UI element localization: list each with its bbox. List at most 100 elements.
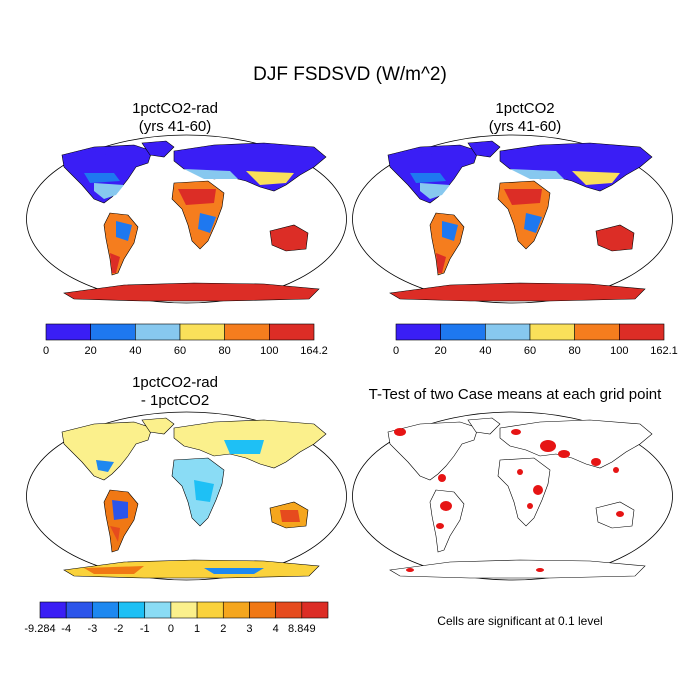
colorbar-swatch bbox=[485, 323, 531, 341]
significant-cell bbox=[540, 440, 556, 452]
significant-cell bbox=[394, 428, 406, 436]
continent-antarctica bbox=[389, 559, 646, 579]
colorbar-swatch bbox=[39, 601, 67, 619]
colorbar-tick-label: 0 bbox=[43, 345, 49, 357]
continent-southAmerica bbox=[429, 489, 465, 553]
continent-australia bbox=[269, 224, 309, 252]
colorbar-tick-label: 8.849 bbox=[288, 623, 316, 635]
colorbar-tick-label: 1 bbox=[194, 623, 200, 635]
continent-antarctica bbox=[63, 282, 320, 302]
colorbar-tick-label: 2 bbox=[220, 623, 226, 635]
anomaly-region bbox=[280, 510, 300, 522]
map-panel-1pctco2-rad bbox=[26, 134, 347, 304]
colorbar-tick-label: 4 bbox=[273, 623, 279, 635]
map-panel-1pctco2 bbox=[352, 134, 673, 304]
significant-cell bbox=[436, 523, 444, 529]
map-panel-difference bbox=[26, 411, 347, 581]
colorbar-swatch bbox=[65, 601, 93, 619]
colorbar-swatch bbox=[269, 323, 315, 341]
significant-cell bbox=[527, 503, 533, 509]
shading-region bbox=[504, 189, 542, 205]
colorbar-1pctco2-rad: 0 20 40 60 80 100 164.2 bbox=[43, 323, 328, 357]
colorbar-swatch bbox=[529, 323, 575, 341]
continent-greenland bbox=[467, 417, 501, 435]
continent-australia bbox=[595, 501, 635, 529]
anomaly-region bbox=[84, 566, 144, 574]
colorbar-swatch bbox=[170, 601, 198, 619]
shading-region bbox=[68, 151, 114, 163]
colorbar-tick-label: 80 bbox=[569, 345, 581, 357]
shading-region bbox=[410, 173, 446, 183]
continent-australia bbox=[595, 224, 635, 252]
colorbar-tick-label: -1 bbox=[140, 623, 150, 635]
colorbar-tick-label: 40 bbox=[479, 345, 491, 357]
significant-cell bbox=[438, 474, 446, 482]
colorbar-swatch bbox=[196, 601, 224, 619]
colorbar-tick-label: 3 bbox=[246, 623, 252, 635]
colorbar-tick-label: 100 bbox=[610, 345, 628, 357]
significant-cell bbox=[616, 511, 624, 517]
significant-cell bbox=[536, 568, 544, 572]
colorbar-swatch bbox=[249, 601, 276, 619]
anomaly-region bbox=[194, 480, 214, 502]
significant-cell bbox=[406, 568, 414, 572]
continent-greenland bbox=[467, 140, 501, 158]
anomaly-region bbox=[204, 568, 264, 574]
shading-region bbox=[184, 169, 238, 179]
anomaly-region bbox=[110, 526, 120, 542]
panel-3-title: 1pctCO2-rad - 1pctCO2 bbox=[132, 374, 218, 409]
colorbar-swatch bbox=[440, 323, 486, 341]
continent-eurasia bbox=[499, 419, 653, 469]
colorbar-swatch bbox=[395, 323, 441, 341]
colorbar-difference: -9.284 -4 -3 -2 -1 0 1 2 3 4 8.849 bbox=[24, 601, 329, 635]
panel-4-title: T-Test of two Case means at each grid po… bbox=[368, 386, 662, 403]
colorbar-swatch bbox=[574, 323, 620, 341]
significant-cell bbox=[511, 429, 521, 435]
shading-region bbox=[110, 253, 120, 273]
map-panel-ttest bbox=[352, 411, 673, 581]
shading-region bbox=[442, 221, 458, 241]
continent-southAmerica bbox=[103, 489, 139, 553]
colorbar-swatch bbox=[224, 323, 270, 341]
shading-region bbox=[94, 183, 124, 199]
colorbar-tick-label: 20 bbox=[85, 345, 97, 357]
colorbar-swatch bbox=[92, 601, 119, 619]
shading-region bbox=[198, 213, 216, 233]
colorbar-tick-label: 0 bbox=[393, 345, 399, 357]
shading-region bbox=[524, 213, 542, 233]
colorbar-swatch bbox=[222, 601, 250, 619]
continent-greenland bbox=[141, 417, 175, 435]
colorbar-tick-label: 162.1 bbox=[650, 345, 678, 357]
colorbar-tick-label: -2 bbox=[114, 623, 124, 635]
colorbar-tick-label: -3 bbox=[87, 623, 97, 635]
colorbar-swatch bbox=[275, 601, 303, 619]
colorbar-tick-label: 80 bbox=[219, 345, 231, 357]
shading-region bbox=[84, 173, 120, 183]
colorbar-swatch bbox=[90, 323, 136, 341]
significant-cell bbox=[591, 458, 601, 466]
colorbar-tick-label: 164.2 bbox=[300, 345, 328, 357]
significant-cell bbox=[517, 469, 523, 475]
shading-region bbox=[436, 253, 446, 273]
continent-northAmerica bbox=[61, 421, 153, 481]
colorbar-tick-label: 100 bbox=[260, 345, 278, 357]
colorbar-tick-label: 60 bbox=[174, 345, 186, 357]
significant-cell bbox=[533, 485, 543, 495]
panel-2-title: 1pctCO2 (yrs 41-60) bbox=[488, 100, 562, 135]
colorbar-tick-label: 40 bbox=[129, 345, 141, 357]
colorbar-swatch bbox=[135, 323, 181, 341]
shading-region bbox=[510, 169, 564, 179]
significant-cell bbox=[440, 501, 452, 511]
shading-region bbox=[420, 183, 450, 199]
shading-region bbox=[246, 171, 294, 185]
significant-cell bbox=[613, 467, 619, 473]
significance-note: Cells are significant at 0.1 level bbox=[437, 614, 603, 628]
colorbar-tick-label: 0 bbox=[168, 623, 174, 635]
colorbar-tick-label: 20 bbox=[435, 345, 447, 357]
anomaly-region bbox=[112, 500, 128, 520]
shading-region bbox=[572, 171, 620, 185]
colorbar-1pctco2: 0 20 40 60 80 100 162.1 bbox=[393, 323, 678, 357]
colorbar-swatch bbox=[619, 323, 665, 341]
colorbar-swatch bbox=[301, 601, 329, 619]
colorbar-swatch bbox=[118, 601, 146, 619]
